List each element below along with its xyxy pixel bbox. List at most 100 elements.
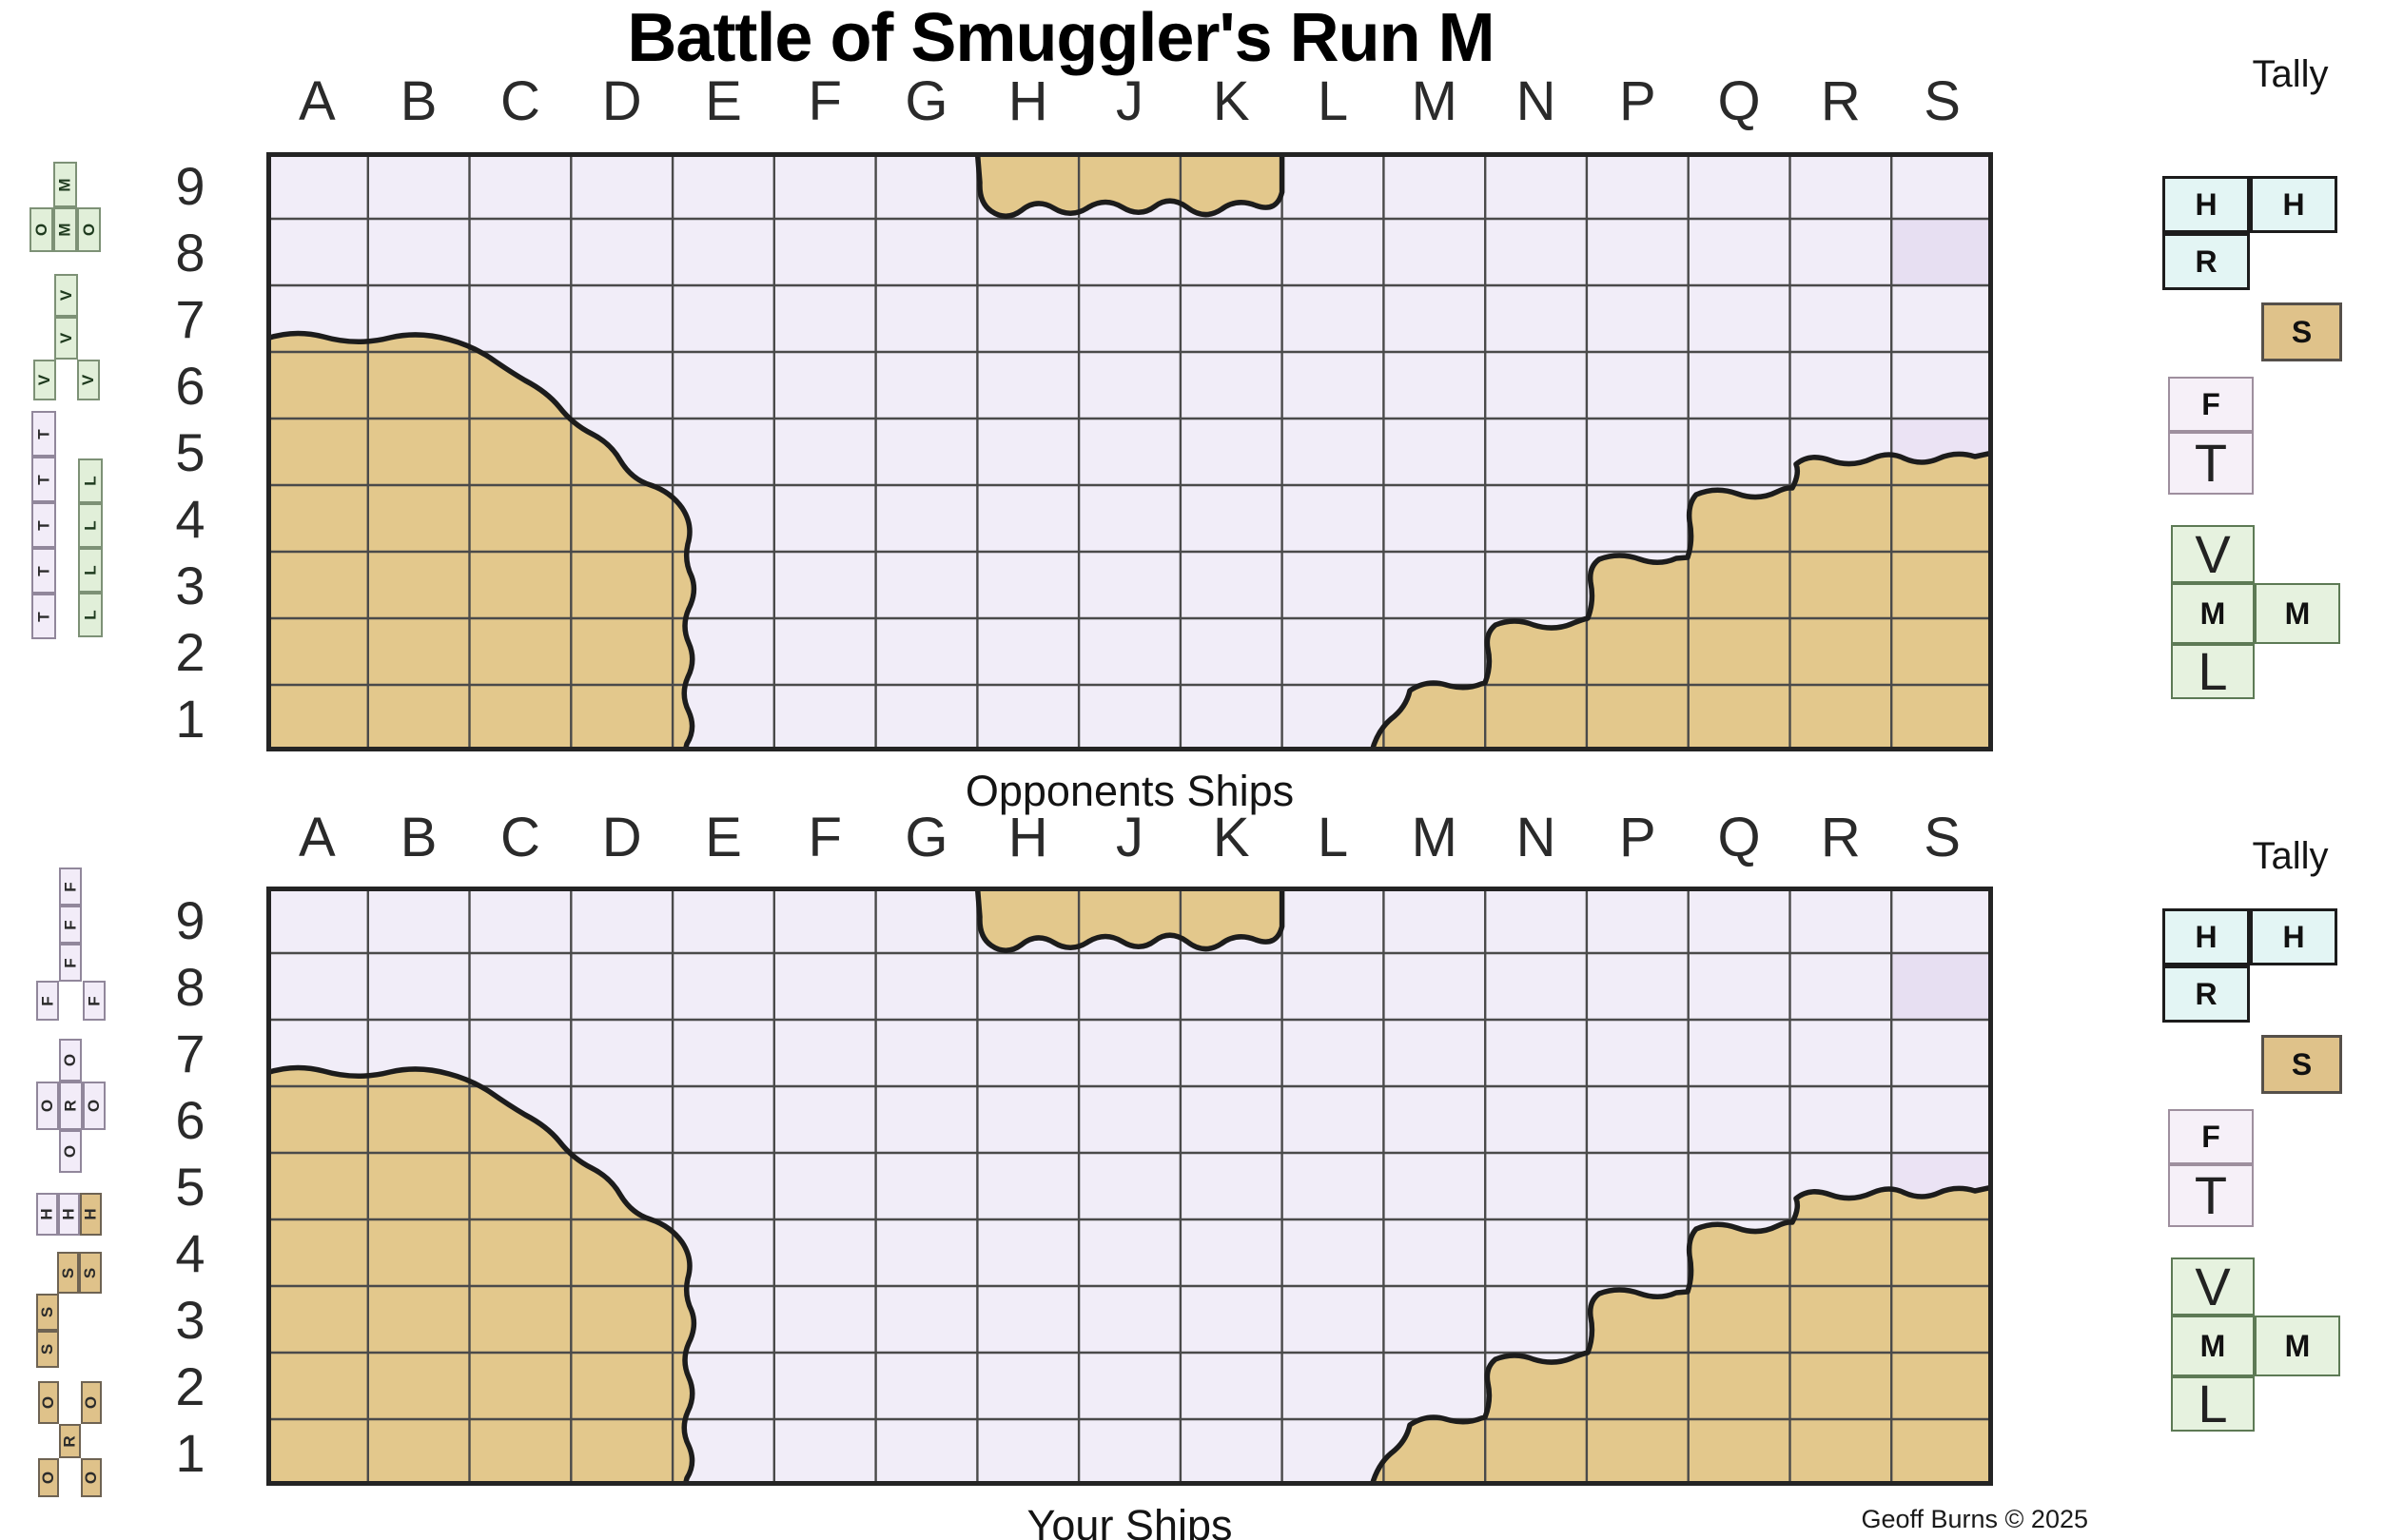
tally-cell-h1: H: [2162, 908, 2250, 965]
tally-cell-r: R: [2162, 233, 2250, 290]
r-ship-bottom-cell: O: [59, 1130, 82, 1173]
v-ship-cell-3: V: [33, 360, 56, 400]
piece-letter: H: [38, 1208, 56, 1220]
t-ship-cell-1: T: [31, 411, 56, 457]
column-letter: C: [499, 807, 540, 868]
x-ship-center-cell: R: [59, 1424, 81, 1458]
your-grid[interactable]: [266, 887, 1993, 1486]
piece-letter: O: [39, 1395, 58, 1410]
tally-cell-t: T: [2168, 432, 2254, 495]
h-ship-cell-2: H: [58, 1193, 80, 1236]
column-letter: Q: [1717, 807, 1761, 868]
row-number: 3: [175, 1289, 205, 1350]
tally-cell-v: V: [2171, 1257, 2255, 1316]
tally-cell-l: L: [2171, 1376, 2255, 1432]
piece-letter: T: [34, 611, 53, 622]
tally-letter: H: [2195, 919, 2218, 954]
piece-letter: O: [82, 1471, 101, 1485]
tally-cell-s: S: [2261, 1035, 2342, 1094]
column-letter: B: [400, 70, 438, 132]
piece-letter: V: [35, 374, 54, 386]
l-ship-cell-3: L: [78, 548, 103, 593]
column-letter: C: [499, 70, 540, 132]
tally-letter: S: [2291, 1046, 2313, 1082]
r-ship-left-cell: O: [36, 1082, 59, 1130]
tally-letter: H: [2195, 186, 2218, 222]
row-number: 7: [175, 288, 205, 349]
tally-cell-s: S: [2261, 302, 2342, 361]
piece-letter: O: [85, 1099, 104, 1113]
piece-letter: F: [61, 957, 80, 968]
column-letter: K: [1212, 70, 1250, 132]
column-letter: E: [705, 70, 742, 132]
piece-letter: O: [61, 1053, 80, 1067]
tally-letter: M: [2199, 1328, 2226, 1363]
piece-letter: S: [81, 1267, 100, 1278]
piece-letter: O: [82, 1395, 101, 1410]
x-ship-tr-cell: O: [81, 1381, 102, 1424]
tally-cell-m1: M: [2171, 1316, 2255, 1376]
v-ship-cell-4: V: [77, 360, 100, 400]
piece-letter: T: [34, 474, 53, 485]
t-ship-cell-4: T: [31, 548, 56, 594]
tally-letter: R: [2195, 244, 2218, 279]
f-ship-cell-2: F: [59, 906, 82, 944]
r-ship-center-cell: R: [59, 1082, 83, 1130]
x-ship-tl-cell: O: [38, 1381, 59, 1424]
row-number: 8: [175, 222, 205, 283]
column-letter: S: [1924, 70, 1961, 132]
piece-letter: T: [34, 565, 53, 576]
tally-letter: R: [2195, 976, 2218, 1011]
piece-letter: F: [85, 995, 104, 1006]
column-letter: N: [1515, 807, 1556, 868]
f-ship-cell-5: F: [83, 981, 106, 1021]
piece-letter: S: [38, 1306, 57, 1318]
piece-letter: M: [55, 177, 74, 192]
column-letter: P: [1618, 807, 1656, 868]
row-number: 2: [175, 1355, 205, 1416]
tally-cell-m1: M: [2171, 583, 2255, 644]
piece-letter: M: [55, 223, 74, 237]
piece-letter: O: [31, 223, 50, 237]
tally-letter: T: [2194, 433, 2228, 493]
piece-letter: F: [38, 995, 57, 1006]
column-letter: M: [1411, 807, 1457, 868]
tally-letter: F: [2201, 1119, 2220, 1154]
piece-letter: V: [57, 332, 75, 344]
m-ship-right-cell: O: [77, 207, 101, 252]
piece-letter: V: [79, 374, 98, 386]
opponents-grid[interactable]: [266, 152, 1993, 751]
tally-letter: F: [2201, 386, 2220, 421]
your-caption: Your Ships: [1026, 1501, 1233, 1540]
row-number: 2: [175, 621, 205, 682]
column-letter: A: [299, 807, 336, 868]
f-ship-cell-1: F: [59, 867, 82, 906]
piece-letter: R: [61, 1434, 79, 1448]
piece-letter: T: [34, 519, 53, 531]
column-letter: D: [601, 70, 642, 132]
row-number: 8: [175, 956, 205, 1017]
tally-letter: H: [2282, 186, 2305, 222]
column-letter: R: [1820, 70, 1861, 132]
piece-letter: H: [82, 1208, 100, 1220]
piece-letter: T: [34, 428, 53, 439]
column-letter: G: [905, 70, 948, 132]
m-ship-center-cell: M: [53, 207, 77, 252]
tally-letter: S: [2291, 314, 2313, 349]
copyright: Geoff Burns © 2025: [1861, 1505, 2088, 1533]
tally-cell-f: F: [2168, 1109, 2254, 1164]
tally-cell-m2: M: [2255, 1316, 2340, 1376]
your-tally-label: Tally: [2252, 835, 2329, 877]
tally-cell-h2: H: [2250, 176, 2337, 233]
opponents-tally-label: Tally: [2252, 53, 2329, 95]
s-ship-cell-2: S: [79, 1252, 102, 1294]
s-ship-cell-4: S: [36, 1331, 59, 1368]
column-letter: P: [1618, 70, 1656, 132]
tally-cell-f: F: [2168, 377, 2254, 432]
column-letter: R: [1820, 807, 1861, 868]
tally-letter: V: [2195, 523, 2231, 584]
column-letter: G: [905, 807, 948, 868]
tally-cell-h2: H: [2250, 908, 2337, 965]
